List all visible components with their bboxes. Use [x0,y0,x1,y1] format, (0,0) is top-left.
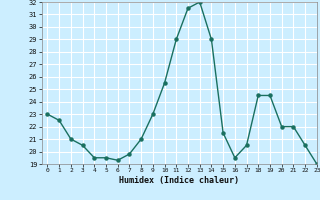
X-axis label: Humidex (Indice chaleur): Humidex (Indice chaleur) [119,176,239,185]
